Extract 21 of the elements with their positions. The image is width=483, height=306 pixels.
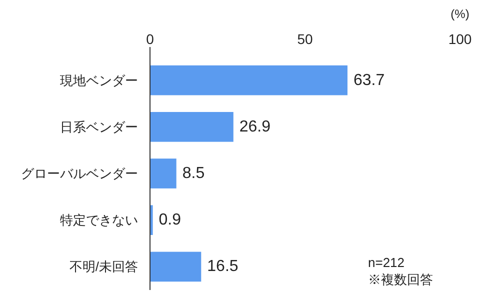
x-tick-label: 50 — [297, 31, 313, 47]
y-tick-label: グローバルベンダー — [21, 166, 138, 181]
x-tick-label: 100 — [448, 31, 472, 47]
bar — [150, 112, 234, 142]
data-label: 16.5 — [207, 258, 238, 276]
x-axis-title: (%) — [450, 7, 470, 21]
data-label: 26.9 — [239, 118, 271, 136]
y-tick-label: 現地ベンダー — [60, 72, 138, 88]
y-tick-label: 不明/未回答 — [69, 259, 138, 274]
bar — [150, 65, 348, 96]
data-label: 8.5 — [182, 165, 205, 182]
annotation: ※複数回答 — [368, 272, 433, 287]
data-label: 0.9 — [158, 212, 182, 229]
bar — [150, 158, 176, 188]
bar — [150, 205, 153, 236]
y-tick-label: 特定できない — [60, 212, 138, 228]
y-tick-label: 日系ベンダー — [60, 119, 138, 134]
bar — [150, 252, 202, 282]
annotation: n=212 — [368, 255, 405, 270]
data-label: 63.7 — [353, 72, 385, 89]
x-tick-label: 0 — [146, 31, 154, 47]
